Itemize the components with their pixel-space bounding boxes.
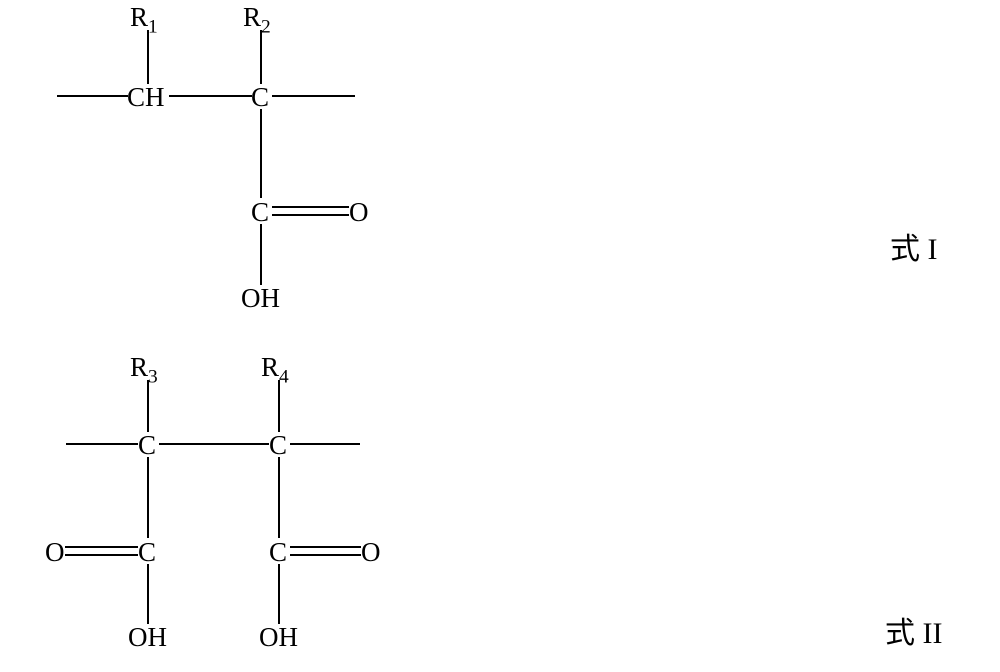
atom-c1-f2: C — [138, 430, 156, 461]
atom-c3-f2: C — [138, 537, 156, 568]
formula-2-label: 式 II — [885, 608, 942, 652]
atom-c2-f2: C — [269, 430, 287, 461]
formula-1-label: 式 I — [890, 224, 938, 268]
atom-r3: R3 — [130, 352, 158, 388]
atom-o-left-f2: O — [45, 537, 65, 568]
atom-c1-f1: C — [251, 82, 269, 113]
atom-c2-f1: C — [251, 197, 269, 228]
atom-o-right-f2: O — [361, 537, 381, 568]
atom-oh-f1: OH — [241, 283, 280, 314]
atom-c4-f2: C — [269, 537, 287, 568]
chemical-structures-canvas: R1 R2 CH C C O OH R3 R4 C C C C O O OH O… — [0, 0, 1000, 672]
atom-ch-f1: CH — [127, 82, 165, 113]
atom-r1: R1 — [130, 2, 158, 38]
atom-oh-left-f2: OH — [128, 622, 167, 653]
atom-o1-f1: O — [349, 197, 369, 228]
atom-r4: R4 — [261, 352, 289, 388]
atom-oh-right-f2: OH — [259, 622, 298, 653]
atom-r2: R2 — [243, 2, 271, 38]
